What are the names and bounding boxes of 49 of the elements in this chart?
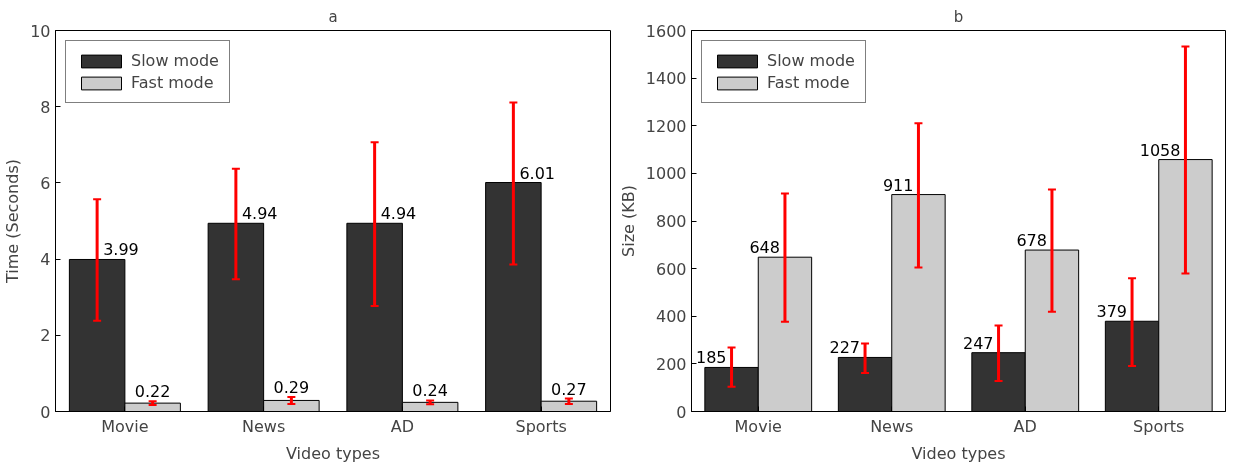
legend-label: Slow mode: [767, 51, 855, 70]
y-tick-label: 1200: [645, 116, 687, 136]
y-tick-label: 1400: [645, 69, 687, 89]
y-tick-label: 8: [40, 97, 51, 117]
y-tick-label: 2: [40, 326, 51, 346]
x-tick-label: News: [870, 416, 914, 436]
data-label: 4.94: [241, 204, 278, 224]
data-label: 6.01: [519, 163, 555, 183]
x-tick-label: News: [242, 416, 286, 436]
data-label: 4.94: [380, 204, 417, 224]
y-tick-label: 200: [655, 354, 687, 374]
data-label: 1058: [1139, 140, 1181, 160]
chart-title: b: [953, 7, 964, 26]
x-tick-label: Movie: [734, 416, 782, 436]
y-tick-label: 1000: [645, 164, 687, 184]
y-tick-label: 0: [676, 402, 687, 422]
y-tick-label: 1600: [645, 21, 687, 41]
y-axis-title: Time (Seconds): [3, 159, 23, 284]
x-axis-title: Video types: [286, 443, 380, 463]
y-tick-label: 400: [655, 307, 687, 327]
y-axis-title: Size (KB): [618, 185, 638, 257]
data-label: 678: [1016, 231, 1047, 251]
x-axis-title: Video types: [911, 443, 1006, 463]
x-tick-label: AD: [1013, 416, 1037, 436]
data-label: 379: [1096, 302, 1128, 322]
chart-title: a: [328, 7, 338, 26]
legend-label: Fast mode: [767, 73, 850, 92]
x-tick-label: Sports: [1133, 416, 1185, 436]
data-label: 911: [882, 175, 914, 195]
y-tick-label: 0: [40, 402, 51, 422]
data-label: 227: [829, 338, 861, 358]
data-label: 0.29: [273, 378, 310, 398]
y-tick-label: 4: [40, 250, 51, 270]
y-tick-label: 6: [40, 173, 51, 193]
y-tick-label: 10: [30, 21, 51, 41]
data-label: 0.22: [134, 382, 171, 402]
data-label: 648: [749, 238, 780, 258]
data-label: 247: [963, 333, 994, 353]
x-tick-label: Movie: [101, 416, 149, 436]
data-label: 185: [696, 348, 727, 368]
legend-label: Fast mode: [131, 73, 214, 92]
data-label: 0.24: [412, 381, 448, 401]
legend-label: Slow mode: [131, 51, 219, 70]
y-tick-label: 800: [655, 212, 687, 231]
data-label: 0.27: [551, 379, 587, 399]
y-tick-label: 600: [655, 259, 687, 279]
x-tick-label: Sports: [515, 416, 567, 436]
x-tick-label: AD: [390, 416, 415, 436]
data-label: 3.99: [103, 240, 139, 260]
